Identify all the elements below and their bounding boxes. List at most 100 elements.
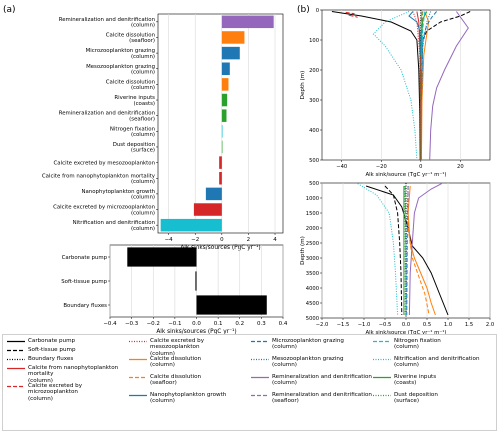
bar: [160, 218, 222, 232]
series-line-micro_graz: [420, 11, 437, 101]
chart-b-bottom: −2.0 −1.5 −1.0 −0.5 0.0 0.5 1.0 1.5 2.0 500 1000 15…: [300, 181, 494, 336]
legend-label: Nanophytoplankton growth (column): [150, 392, 227, 405]
legend-swatch: [251, 392, 269, 399]
series-line-meso_graz: [420, 11, 432, 101]
x-tick-label: 1.5: [465, 322, 473, 328]
bar: [221, 125, 223, 138]
legend-label: Nitrogen fixation (column): [394, 338, 441, 351]
x-tick-label: −0.4: [103, 321, 117, 327]
legend-swatch: [7, 338, 25, 345]
series-line-dust: [404, 185, 406, 315]
x-tick-label: 0: [419, 164, 422, 170]
series-line-nfix: [404, 185, 407, 316]
legend-label: Calcite excreted by microzooplankton (co…: [28, 383, 83, 402]
category-label: Nanophytoplankton growth (column): [81, 189, 155, 201]
x-tick-label: 0.2: [235, 321, 244, 327]
legend-swatch: [7, 347, 25, 354]
category-label: Nitrogen fixation (column): [110, 126, 155, 138]
series-line-nitrif: [357, 183, 399, 316]
category-label: Dust deposition (surface): [113, 142, 155, 154]
y-tick-label: 1000: [306, 196, 319, 202]
x-tick-label: −0.5: [379, 322, 392, 328]
legend-item: Calcite dissolution (column): [129, 356, 251, 369]
series-line-calc_floor: [407, 186, 430, 316]
category-label: Boundary fluxes: [63, 303, 107, 309]
legend-label: Remineralization and denitrification (se…: [272, 392, 372, 405]
y-axis-label: Depth (m): [300, 71, 306, 100]
x-tick-label: 0.0: [402, 322, 410, 328]
legend-label: Microzooplankton grazing (column): [272, 338, 344, 351]
legend-item: Carbonate pump: [7, 338, 129, 345]
category-label: Calcite dissolution (seafloor): [106, 33, 155, 45]
category-label: Mesozooplankton grazing (column): [86, 64, 155, 76]
legend-swatch: [373, 374, 391, 381]
legend-item: Nanophytoplankton growth (column): [129, 392, 251, 405]
bar: [193, 203, 222, 216]
series-line-mort: [416, 11, 422, 161]
series-line-softtissue: [420, 11, 471, 161]
category-label: Calcite from nanophytoplankton mortality…: [42, 173, 156, 185]
x-tick-label: 4: [273, 237, 277, 243]
y-tick-label: 4000: [306, 286, 319, 292]
legend-item: Microzooplankton grazing (column): [251, 338, 373, 351]
series-line-dust: [420, 11, 424, 101]
legend-label: Carbonate pump: [28, 338, 76, 344]
bar: [205, 187, 222, 201]
x-tick-label: −0.1: [168, 321, 181, 327]
panel-label-b: (b): [297, 5, 310, 15]
y-tick-label: 1500: [306, 211, 319, 217]
y-tick-label: 500: [309, 158, 319, 164]
legend-label: Nitrification and denitrification (colum…: [394, 356, 480, 369]
series-line-micro_exc: [345, 11, 358, 18]
bar: [221, 15, 274, 29]
category-label: Nitrification and denitrification (column…: [73, 220, 155, 232]
legend-item: Calcite dissolution (seafloor): [129, 374, 251, 387]
y-tick-label: 200: [309, 68, 319, 74]
legend: Carbonate pump Soft-tissue pump Boundary f…: [2, 334, 497, 431]
legend-item: Calcite from nanophytoplankton mortality…: [7, 365, 129, 384]
legend-item: Calcite excreted by mesozooplankton (col…: [129, 338, 251, 357]
x-axis-label: Alk sinks/sources (PgC yr⁻¹): [156, 328, 236, 335]
legend-item: Nitrogen fixation (column): [373, 338, 495, 351]
x-tick-label: −40: [336, 164, 347, 170]
series-line-nano: [408, 11, 422, 56]
legend-label: Calcite from nanophytoplankton mortality…: [28, 365, 119, 384]
legend-label: Calcite dissolution (seafloor): [150, 374, 202, 387]
legend-swatch: [129, 338, 147, 345]
category-label: Calcite dissolution (column): [106, 79, 155, 91]
x-tick-label: 0: [220, 237, 224, 243]
series-line-carbonate: [331, 11, 421, 161]
series-line-nitrif: [372, 11, 418, 161]
legend-label: Boundary fluxes: [28, 356, 74, 362]
legend-item: Soft-tissue pump: [7, 347, 129, 354]
x-tick-label: 0.0: [192, 321, 201, 327]
y-axis-label: Depth (m): [300, 236, 306, 265]
y-tick-label: 100: [309, 38, 319, 44]
legend-swatch: [129, 392, 147, 399]
category-label: Riverine inputs (coasts): [114, 95, 155, 107]
chart-a-top: −4 −2 0 2 4 Remineralization and denitrificat…: [42, 13, 284, 251]
legend-swatch: [7, 365, 25, 372]
series-line-remin_col: [408, 183, 442, 316]
x-tick-label: 0.1: [214, 321, 223, 327]
legend-swatch: [373, 392, 391, 399]
legend-item: Mesozooplankton grazing (column): [251, 356, 373, 369]
series-line-meso_exc: [412, 11, 421, 161]
legend-label: Dust deposition (surface): [394, 392, 438, 405]
category-label: Calcite excreted by microzooplankton (col…: [53, 205, 155, 217]
x-tick-label: −0.3: [125, 321, 139, 327]
bar: [221, 140, 223, 154]
series-line-meso_graz: [405, 185, 409, 316]
legend-item: Remineralization and denitrification (co…: [251, 374, 373, 387]
bar: [221, 62, 230, 76]
legend-item: Riverine inputs (coasts): [373, 374, 495, 387]
bar: [127, 247, 197, 267]
legend-item: Remineralization and denitrification (se…: [251, 392, 373, 405]
category-label: Remineralization and denitrification (col…: [59, 17, 155, 29]
legend-item: Nitrification and denitrification (colum…: [373, 356, 495, 369]
legend-swatch: [373, 356, 391, 363]
y-tick-label: 4500: [306, 301, 319, 307]
x-axis-label: Alk sink/source (TgC yr⁻¹ m⁻¹): [365, 171, 446, 178]
bar: [221, 78, 229, 91]
